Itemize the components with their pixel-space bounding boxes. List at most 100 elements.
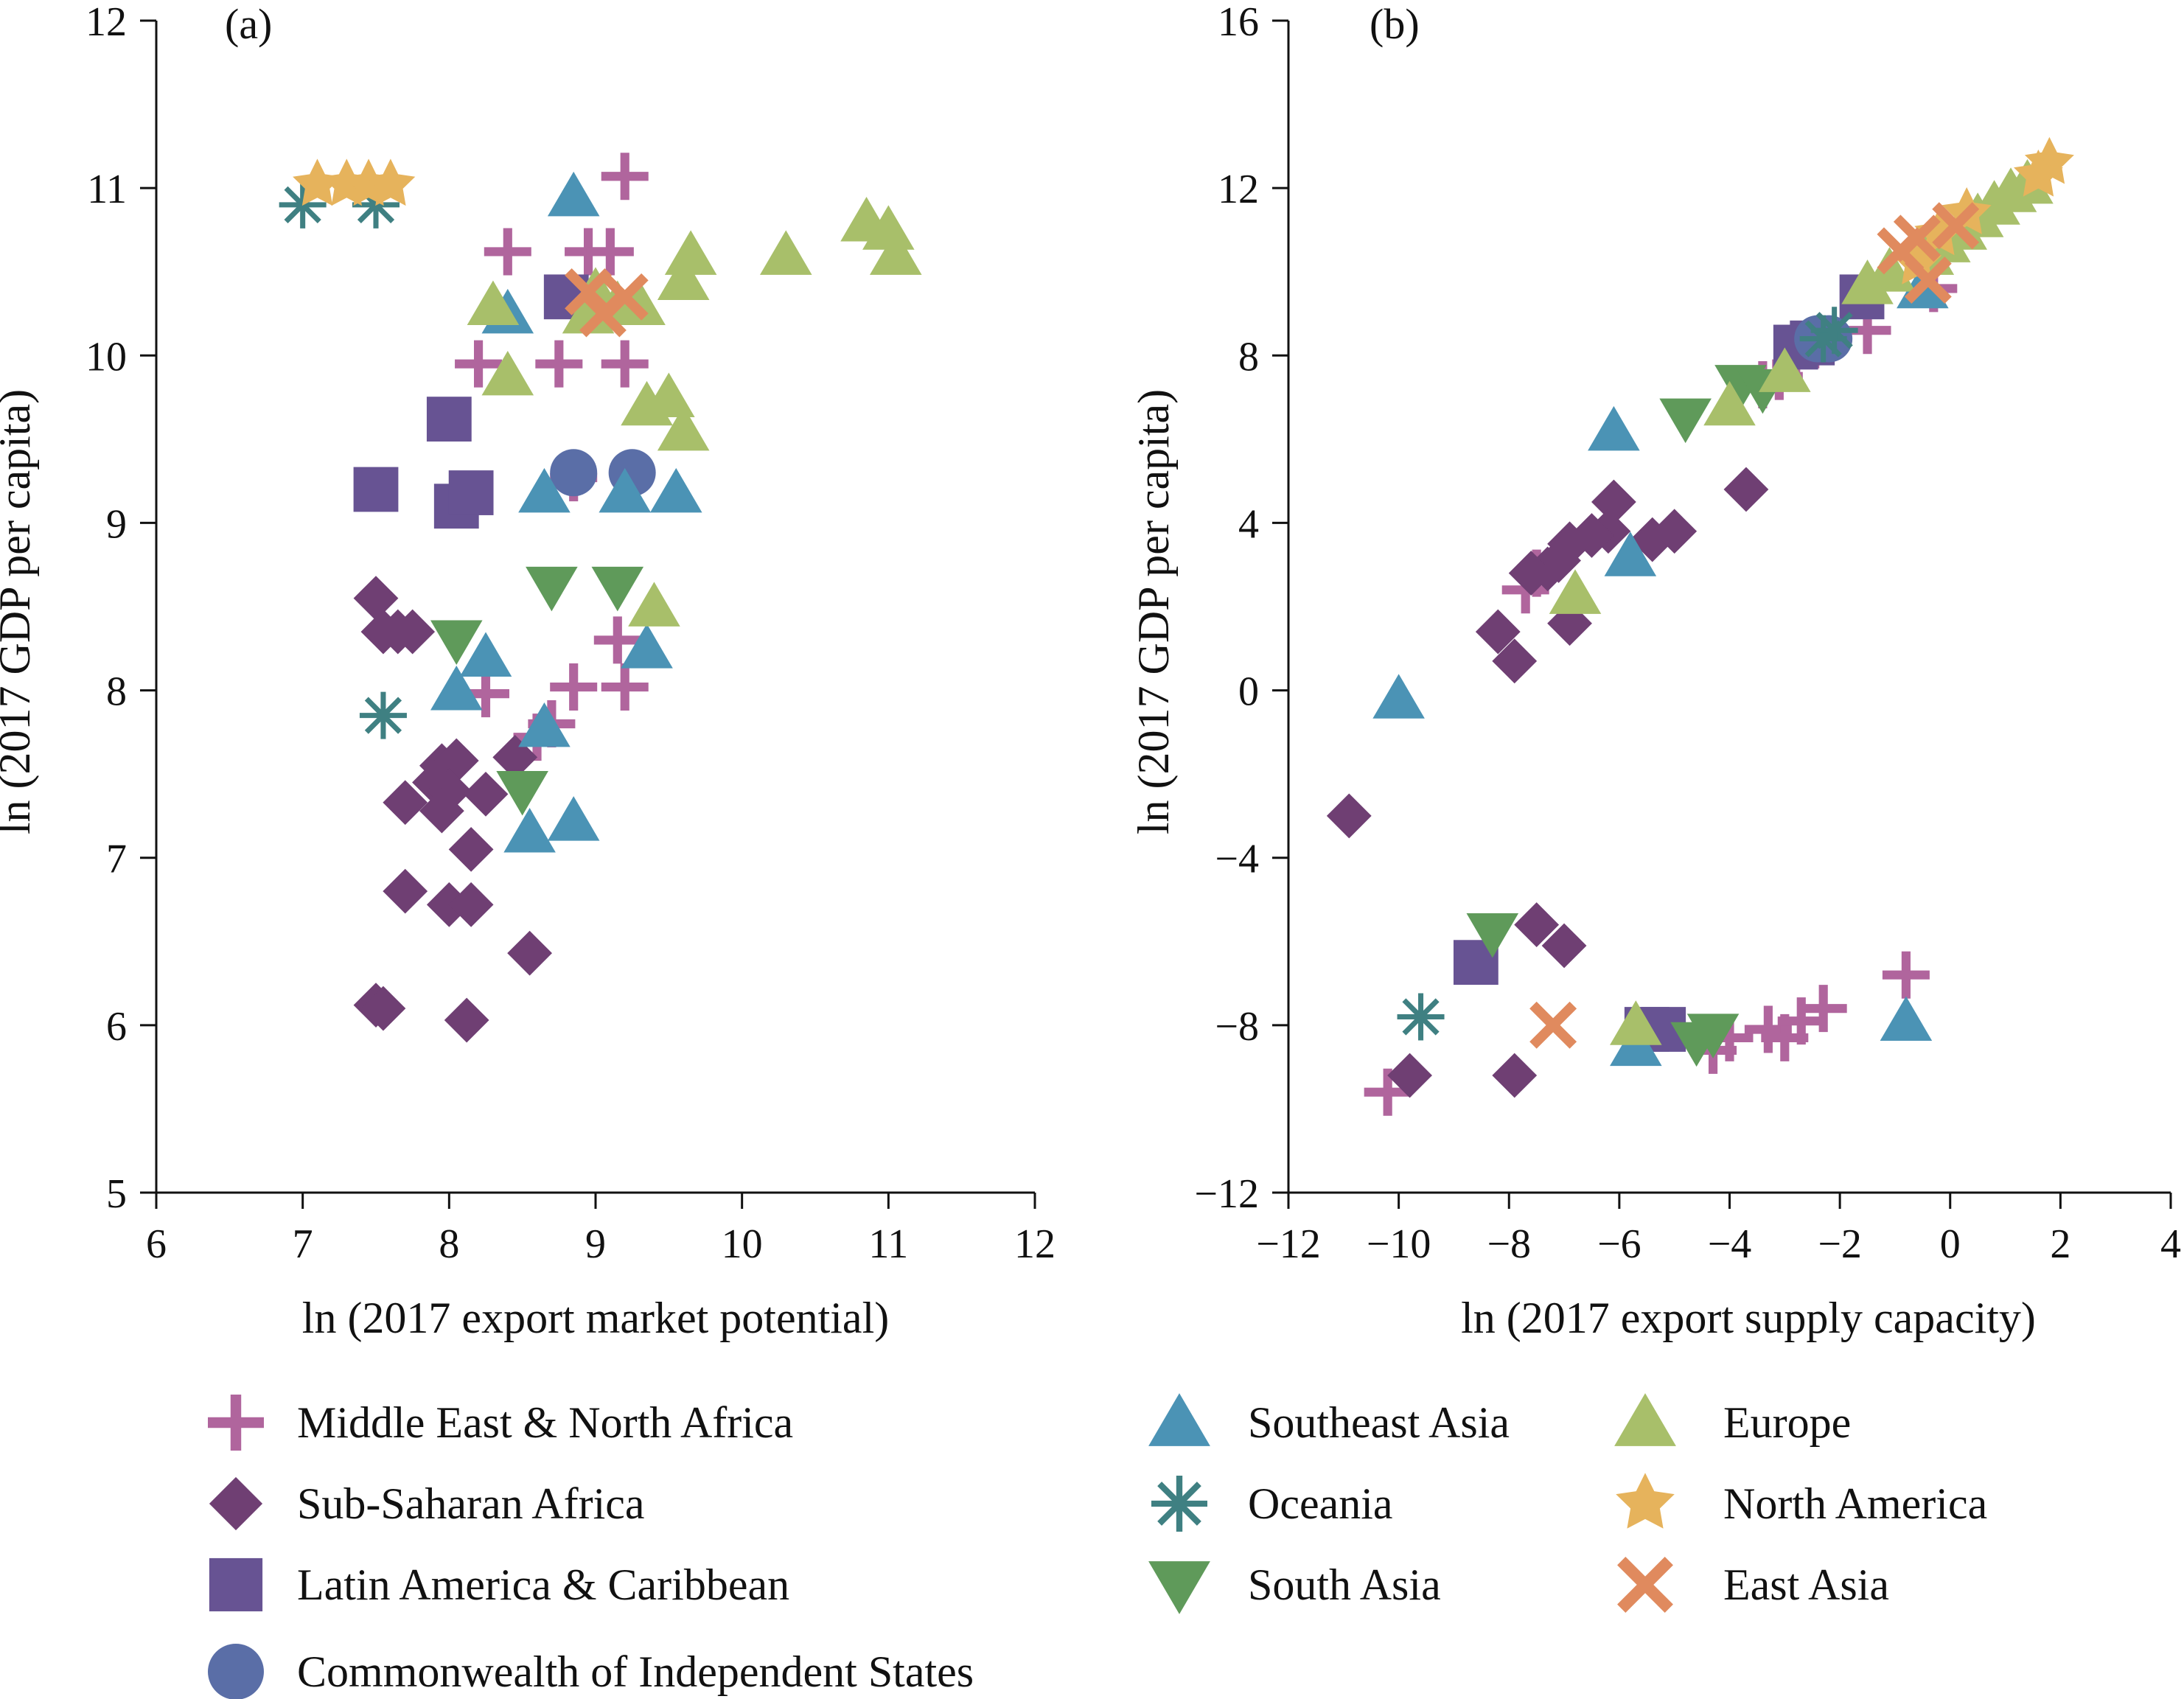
data-point-ea <box>1529 1001 1577 1049</box>
legend-item-ea: East Asia <box>1617 1557 1889 1613</box>
legend: Middle East & North Africa Sub-Saharan Af… <box>208 1393 1987 1699</box>
data-point-eur <box>628 582 680 627</box>
data-point-sea <box>621 624 673 669</box>
data-point-sea <box>1588 405 1640 451</box>
x-tick-label: 2 <box>2050 1221 2070 1267</box>
series-ssa <box>1326 467 1769 1098</box>
panel-b-y-axis-title: ln (2017 GDP per capita) <box>1129 389 1178 834</box>
data-point-mena <box>1882 951 1930 999</box>
legend-marker-sea <box>1148 1393 1210 1446</box>
y-tick-label: −12 <box>1194 1171 1259 1217</box>
data-point-na <box>293 158 342 206</box>
data-point-ssa <box>1387 1053 1432 1098</box>
data-point-eur <box>481 350 534 396</box>
data-point-sa <box>1466 913 1519 958</box>
data-point-ssa <box>1723 467 1769 512</box>
data-point-mena <box>1706 1014 1754 1061</box>
data-point-sea <box>1372 674 1425 719</box>
data-point-mena <box>1777 997 1825 1045</box>
data-point-ssa <box>1652 509 1698 554</box>
data-point-sea <box>518 702 571 747</box>
x-tick-label: 8 <box>439 1221 459 1267</box>
data-point-eur <box>862 205 915 250</box>
data-point-na <box>366 158 416 206</box>
panel-a-label: (a) <box>225 0 272 48</box>
data-point-ssa <box>1492 638 1538 684</box>
panel-a-x-axis-title: ln (2017 export market potential) <box>302 1294 889 1342</box>
data-point-ea <box>1904 257 1952 304</box>
data-point-sa <box>1686 1014 1740 1058</box>
legend-item-mena: Middle East & North Africa <box>208 1395 793 1451</box>
data-point-mena <box>593 616 641 664</box>
data-point-ssa <box>1514 902 1560 947</box>
data-point-lac <box>426 397 472 442</box>
data-point-eur <box>657 405 710 451</box>
series-oce <box>1397 307 1858 1041</box>
legend-label: Latin America & Caribbean <box>297 1560 789 1609</box>
data-point-ssa <box>448 882 494 927</box>
data-point-mena <box>601 663 649 711</box>
data-point-eur <box>467 280 520 326</box>
x-tick-label: 12 <box>1014 1221 1056 1267</box>
x-tick-label: −6 <box>1597 1221 1642 1267</box>
data-point-ea <box>1932 202 1980 250</box>
data-point-mena <box>601 340 649 388</box>
data-point-eur <box>613 280 666 326</box>
data-point-sa <box>526 566 578 612</box>
y-tick-label: 4 <box>1238 501 1259 547</box>
legend-item-sa: South Asia <box>1148 1560 1441 1614</box>
data-point-eur <box>1759 347 1811 392</box>
data-point-mena <box>1761 1014 1809 1061</box>
panel-b-markers <box>1326 136 2074 1116</box>
legend-label: North America <box>1723 1479 1987 1528</box>
data-point-mena <box>586 228 634 276</box>
data-point-eur <box>562 288 615 334</box>
x-tick-label: 11 <box>868 1221 908 1267</box>
data-point-oce <box>359 691 407 739</box>
data-point-oce <box>1397 993 1445 1041</box>
data-point-lac <box>448 470 494 515</box>
legend-item-eur: Europe <box>1614 1393 1851 1447</box>
y-tick-label: 12 <box>86 0 127 45</box>
series-ssa <box>353 576 552 1043</box>
data-point-mena <box>484 228 531 276</box>
data-point-lac <box>353 467 399 512</box>
panel-a-markers <box>279 153 922 1043</box>
panel-b: −12 −10 −8 −6 −4 −2 0 2 4 −12 −8 −4 0 4 8 12 16 (b) ln (… <box>1129 0 2181 1342</box>
data-point-ea <box>579 290 627 338</box>
data-point-ssa <box>1508 551 1554 596</box>
data-point-ssa <box>1326 793 1372 839</box>
data-point-eur <box>1549 569 1602 614</box>
legend-label: Middle East & North Africa <box>297 1398 793 1447</box>
data-point-sea <box>1880 996 1933 1042</box>
series-ea <box>565 268 649 338</box>
legend-item-na: North America <box>1616 1473 1987 1529</box>
data-point-sea <box>1604 531 1657 576</box>
data-point-na <box>2014 149 2063 197</box>
series-ea <box>1529 202 1980 1049</box>
data-point-sea <box>459 632 512 677</box>
data-point-mena <box>462 670 509 718</box>
data-point-sea <box>518 467 571 513</box>
x-tick-label: −2 <box>1818 1221 1862 1267</box>
data-point-mena <box>1744 1005 1792 1053</box>
data-point-mena <box>455 340 503 388</box>
data-point-ssa <box>353 576 399 621</box>
panel-b-axes: −12 −10 −8 −6 −4 −2 0 2 4 −12 −8 −4 0 4 8 12 16 <box>1194 0 2181 1267</box>
panel-b-x-axis-title: ln (2017 export supply capacity) <box>1461 1294 2036 1342</box>
legend-label: Southeast Asia <box>1248 1398 1510 1447</box>
x-tick-label: 0 <box>1940 1221 1961 1267</box>
y-tick-label: 11 <box>87 167 127 212</box>
y-tick-label: 8 <box>106 669 127 715</box>
series-eur <box>467 196 922 627</box>
panel-a-y-axis-title: ln (2017 GDP per capita) <box>0 389 39 834</box>
x-tick-label: −10 <box>1367 1221 1431 1267</box>
data-point-sea <box>599 467 652 513</box>
legend-label: Oceania <box>1248 1479 1393 1528</box>
series-mena <box>1364 227 1958 1116</box>
legend-marker-na <box>1616 1473 1675 1529</box>
series-sa <box>1466 365 1789 1067</box>
legend-label: East Asia <box>1723 1560 1889 1609</box>
x-tick-label: 9 <box>585 1221 606 1267</box>
